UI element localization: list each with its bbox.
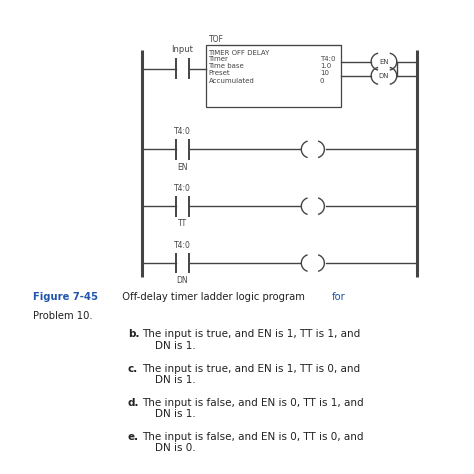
Text: The input is true, and EN is 1, TT is 1, and
    DN is 1.: The input is true, and EN is 1, TT is 1,… [142,329,360,351]
Text: TIMER OFF DELAY: TIMER OFF DELAY [209,50,270,56]
Text: 10: 10 [320,71,329,76]
Text: T4:0: T4:0 [320,56,336,62]
Text: T4:0: T4:0 [174,184,191,193]
Text: Input: Input [172,45,193,54]
Text: c.: c. [128,364,138,374]
Text: T4:0: T4:0 [174,127,191,136]
Text: The input is false, and EN is 0, TT is 1, and
    DN is 1.: The input is false, and EN is 0, TT is 1… [142,398,364,419]
Text: e.: e. [128,432,139,442]
Text: Off-delay timer ladder logic program: Off-delay timer ladder logic program [116,292,308,301]
Text: EN: EN [177,163,188,172]
Text: Timer: Timer [209,56,228,62]
Text: Preset: Preset [209,71,230,76]
Text: The input is false, and EN is 0, TT is 0, and
    DN is 0.: The input is false, and EN is 0, TT is 0… [142,432,364,454]
Text: Figure 7-45: Figure 7-45 [33,292,98,301]
Text: DN: DN [177,276,188,285]
Text: Problem 10.: Problem 10. [33,311,93,321]
Text: T4:0: T4:0 [174,241,191,250]
Text: TOF: TOF [209,35,223,44]
Text: The input is true, and EN is 1, TT is 0, and
    DN is 1.: The input is true, and EN is 1, TT is 0,… [142,364,360,385]
Text: b.: b. [128,329,139,339]
Text: EN: EN [379,59,389,64]
Text: DN: DN [379,73,389,79]
Text: 0: 0 [320,78,324,83]
Text: TT: TT [178,219,187,228]
Text: Time base: Time base [209,64,244,69]
Bar [206,45,341,107]
Text: for: for [332,292,346,301]
Text: 1.0: 1.0 [320,64,331,69]
Text: d.: d. [128,398,139,408]
Text: Accumulated: Accumulated [209,78,255,83]
